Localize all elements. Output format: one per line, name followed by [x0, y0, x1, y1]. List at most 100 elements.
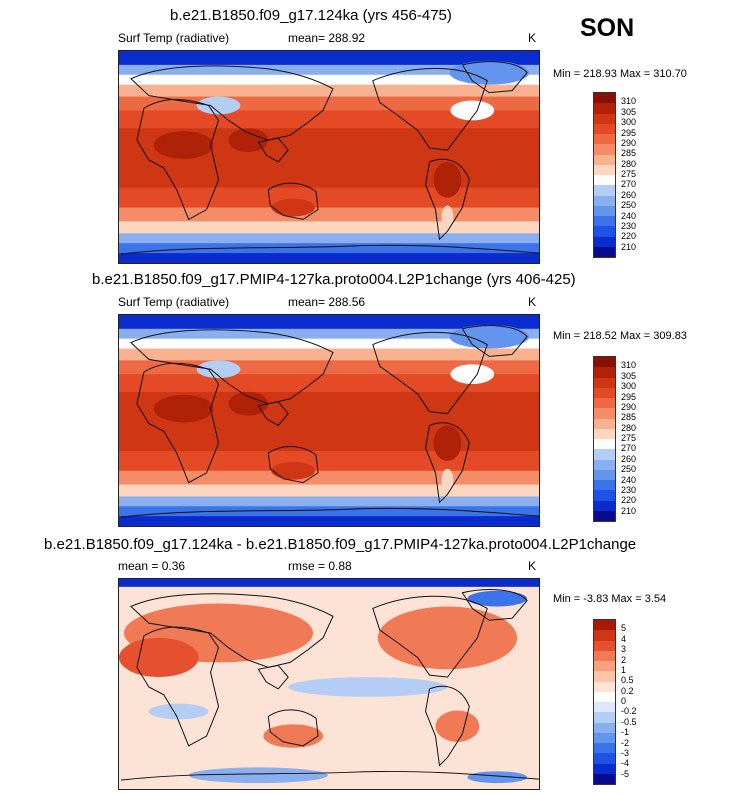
- panel-3-rmse: rmse = 0.88: [288, 559, 352, 573]
- panel-2-variable: Surf Temp (radiative): [118, 295, 230, 309]
- colorbar-bin: [594, 408, 615, 419]
- colorbar-bin: [594, 469, 615, 480]
- colorbar-bin: [594, 164, 615, 175]
- colorbar-tick-label: 220: [621, 495, 637, 506]
- colorbar-tick-label: -1: [621, 727, 630, 738]
- colorbar-tick-label: 260: [621, 189, 637, 200]
- colorbar-tick-label: -0.2: [621, 706, 637, 717]
- colorbar-bin: [594, 620, 615, 631]
- colorbar-tick-label: 260: [621, 453, 637, 464]
- colorbar-bin: [594, 439, 615, 450]
- colorbar-tick-label: 240: [621, 210, 637, 221]
- colorbar-bin: [594, 773, 615, 784]
- panel-3-title: b.e21.B1850.f09_g17.124ka - b.e21.B1850.…: [44, 536, 637, 553]
- colorbar-bin: [594, 236, 615, 247]
- colorbar-bin: [594, 640, 615, 651]
- colorbar-bin: [594, 123, 615, 134]
- panel-3-map: [118, 578, 540, 790]
- colorbar-bin: [594, 753, 615, 764]
- colorbar-tick-label: 275: [621, 433, 637, 443]
- colorbar-bin: [594, 490, 615, 501]
- panel-2-units: K: [528, 295, 537, 309]
- colorbar-bin: [594, 691, 615, 702]
- colorbar-tick-label: 5: [621, 623, 627, 634]
- colorbar-bin: [594, 630, 615, 641]
- colorbar-bin: [594, 185, 615, 196]
- colorbar-bin: [594, 175, 615, 186]
- colorbar-tick-label: 2: [621, 654, 627, 665]
- panel-1-mean: mean= 288.92: [288, 31, 366, 45]
- colorbar-bin: [594, 387, 615, 398]
- panel-3-minmax: Min = -3.83 Max = 3.54: [553, 593, 667, 605]
- colorbar-tick-label: 285: [621, 412, 637, 423]
- colorbar-tick-label: 310: [621, 360, 637, 371]
- colorbar-tick-label: 4: [621, 633, 627, 644]
- colorbar-tick-label: 285: [621, 148, 637, 159]
- colorbar-bin: [594, 681, 615, 692]
- panel-1-minmax: Min = 218.93 Max = 310.70: [553, 68, 687, 80]
- panel-3-colorbar: [593, 619, 616, 785]
- colorbar-tick-label: -5: [621, 768, 630, 779]
- colorbar-bin: [594, 480, 615, 491]
- panel-2-colorbar: [593, 356, 616, 522]
- colorbar-tick-label: 230: [621, 484, 637, 495]
- colorbar-bin: [594, 377, 615, 388]
- colorbar-bin: [594, 661, 615, 672]
- panel-3-units: K: [528, 559, 537, 573]
- colorbar-tick-label: 295: [621, 127, 637, 138]
- season-label: SON: [580, 14, 635, 42]
- colorbar-bin: [594, 763, 615, 774]
- colorbar-bin: [594, 712, 615, 723]
- colorbar-tick-label: 1: [621, 664, 627, 675]
- colorbar-tick-label: 210: [621, 241, 637, 252]
- colorbar-tick-label: 240: [621, 474, 637, 485]
- colorbar-bin: [594, 367, 615, 378]
- panel-1-title: b.e21.B1850.f09_g17.124ka (yrs 456-475): [170, 7, 452, 24]
- colorbar-bin: [594, 743, 615, 754]
- colorbar-tick-label: 230: [621, 220, 637, 231]
- colorbar-tick-label: 305: [621, 106, 637, 117]
- panel-1-colorbar: [593, 92, 616, 258]
- colorbar-bin: [594, 732, 615, 743]
- colorbar-bin: [594, 134, 615, 145]
- colorbar-tick-label: -4: [621, 758, 630, 769]
- panel-1-map: [118, 50, 540, 264]
- colorbar-tick-label: 300: [621, 117, 637, 128]
- colorbar-tick-label: 310: [621, 96, 637, 107]
- colorbar-bin: [594, 195, 615, 206]
- colorbar-bin: [594, 357, 615, 368]
- colorbar-bin: [594, 650, 615, 661]
- colorbar-bin: [594, 702, 615, 713]
- colorbar-tick-label: 280: [621, 422, 637, 433]
- colorbar-tick-label: 300: [621, 381, 637, 392]
- colorbar-bin: [594, 205, 615, 216]
- colorbar-bin: [594, 722, 615, 733]
- colorbar-tick-label: 270: [621, 179, 637, 190]
- colorbar-bin: [594, 154, 615, 165]
- panel-2-colorbar-labels: 310 305 300 295 290 285 280 275 270 260 250 240 230 2…: [621, 356, 651, 522]
- colorbar-bin: [594, 226, 615, 237]
- colorbar-tick-label: 270: [621, 443, 637, 454]
- colorbar-tick-label: 275: [621, 169, 637, 179]
- colorbar-bin: [594, 216, 615, 227]
- colorbar-tick-label: 0.5: [621, 675, 634, 686]
- colorbar-tick-label: 220: [621, 231, 637, 242]
- colorbar-tick-label: 250: [621, 464, 637, 475]
- colorbar-bin: [594, 510, 615, 521]
- colorbar-bin: [594, 103, 615, 114]
- colorbar-tick-label: -2: [621, 737, 630, 748]
- panel-2-minmax: Min = 218.52 Max = 309.83: [553, 330, 687, 342]
- colorbar-tick-label: 250: [621, 200, 637, 211]
- colorbar-tick-label: 305: [621, 370, 637, 381]
- colorbar-bin: [594, 671, 615, 682]
- colorbar-bin: [594, 93, 615, 104]
- panel-1-units: K: [528, 31, 537, 45]
- panel-3-colorbar-labels: 5 4 3 2 1 0.5 0.2 0 -0.2 -0.5 -1 -2 -3 -4 -5: [621, 619, 651, 785]
- colorbar-bin: [594, 418, 615, 429]
- colorbar-bin: [594, 428, 615, 439]
- colorbar-tick-label: -0.5: [621, 716, 637, 727]
- colorbar-bin: [594, 246, 615, 257]
- colorbar-tick-label: 0: [621, 696, 627, 706]
- colorbar-tick-label: -3: [621, 747, 630, 758]
- panel-1-variable: Surf Temp (radiative): [118, 31, 230, 45]
